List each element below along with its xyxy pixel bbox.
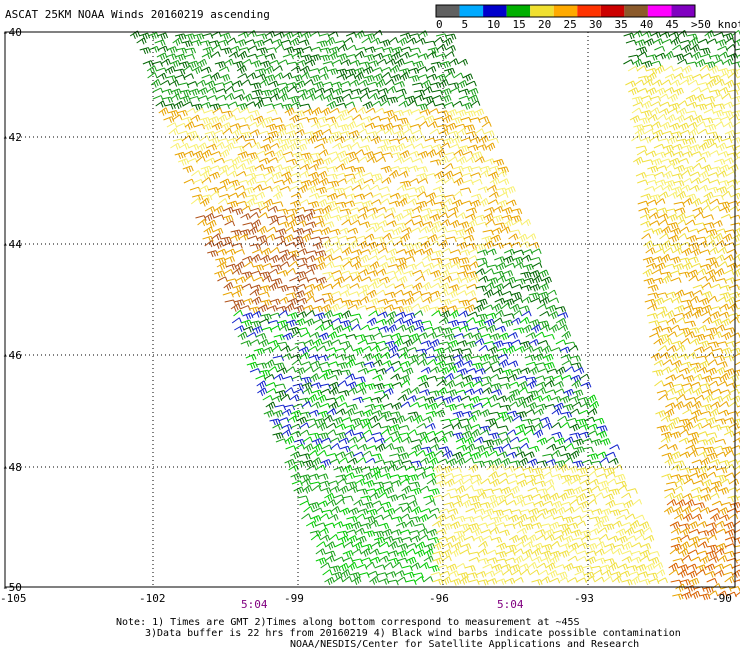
colorbar-label: 25 (564, 18, 577, 31)
latitude-label: -40 (2, 26, 22, 39)
longitude-label: -90 (712, 592, 732, 605)
longitude-label: -96 (429, 592, 449, 605)
pass-time-label: 5:04 (497, 598, 524, 611)
colorbar-segment (530, 5, 554, 17)
colorbar-segment (483, 5, 507, 17)
longitude-label: -102 (139, 592, 166, 605)
latitude-label: -46 (2, 349, 22, 362)
note-line-3: NOAA/NESDIS/Center for Satellite Applica… (290, 639, 640, 650)
colorbar-segment (671, 5, 695, 17)
latitude-label: -48 (2, 461, 22, 474)
wind-speed-colorbar: 0 5 10 15 20 25 30 35 40 45 >50 knots (435, 4, 740, 31)
colorbar-label: >50 knots (691, 18, 740, 31)
longitude-labels: -105 -102 -99 -96 -93 -90 (0, 592, 732, 605)
colorbar-label: 10 (487, 18, 500, 31)
longitude-label: -93 (574, 592, 594, 605)
note-line-1: Note: 1) Times are GMT 2)Times along bot… (116, 617, 580, 628)
pass-time-label: 5:04 (241, 598, 268, 611)
colorbar-label: 30 (589, 18, 602, 31)
latitude-labels: -40 -42 -44 -46 -48 -50 (2, 26, 22, 594)
colorbar-segment (624, 5, 648, 17)
note-line-2: 3)Data buffer is 22 hrs from 20160219 4)… (145, 628, 681, 639)
colorbar-label: 35 (615, 18, 628, 31)
colorbar-segment (459, 5, 484, 17)
latitude-label: -50 (2, 581, 22, 594)
colorbar-label: 15 (513, 18, 526, 31)
colorbar-label: 40 (640, 18, 653, 31)
colorbar-segment (436, 5, 460, 17)
longitude-label: -99 (284, 592, 304, 605)
latitude-label: -44 (2, 238, 22, 251)
colorbar-segment (577, 5, 601, 17)
colorbar-segment (553, 5, 578, 17)
colorbar-segment (600, 5, 625, 17)
colorbar-label: 0 (436, 18, 443, 31)
latitude-label: -42 (2, 131, 22, 144)
colorbar-segment (647, 5, 672, 17)
colorbar-label: 5 (462, 18, 469, 31)
colorbar-label: 20 (538, 18, 551, 31)
pass-time-labels: 5:04 5:04 (241, 598, 524, 611)
colorbar-segment (506, 5, 531, 17)
wind-barbs-layer (129, 29, 740, 601)
colorbar-label: 45 (666, 18, 679, 31)
longitude-label: -105 (0, 592, 27, 605)
map-title: ASCAT 25KM NOAA Winds 20160219 ascending (5, 8, 270, 21)
lat-lon-grid (4, 31, 736, 588)
